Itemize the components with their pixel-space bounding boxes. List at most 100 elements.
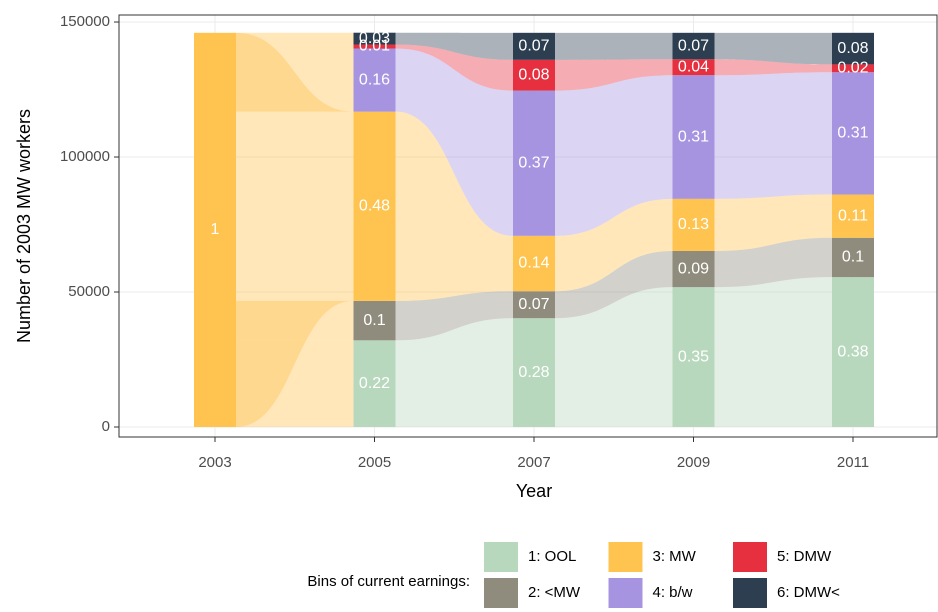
value-label: 0.22 (359, 375, 390, 392)
flow (555, 59, 673, 91)
legend-label: 3: MW (653, 548, 697, 565)
legend-swatch (608, 578, 643, 608)
flow (236, 300, 354, 341)
bar-segment (672, 198, 715, 251)
value-label: 0.13 (678, 216, 709, 233)
y-axis-title: Number of 2003 MW workers (14, 109, 34, 343)
bar-segment (513, 90, 555, 236)
value-label: 0.14 (518, 255, 549, 272)
bar-segment (672, 75, 715, 199)
x-tick-label: 2005 (358, 454, 391, 471)
value-label: 0.03 (359, 30, 390, 47)
flow (395, 111, 513, 301)
flow (555, 32, 673, 60)
value-label: 0.48 (359, 198, 390, 215)
bar-segment (832, 237, 874, 278)
value-label: 0.09 (678, 260, 709, 277)
x-axis-title: Year (516, 481, 552, 501)
x-tick-label: 2009 (677, 454, 710, 471)
y-tick-label: 150000 (60, 13, 110, 30)
legend-label: 5: DMW (777, 548, 832, 565)
bar-segment (672, 287, 715, 428)
y-tick-label: 0 (102, 418, 110, 435)
value-label: 0.38 (837, 343, 868, 360)
bar-segment (513, 59, 555, 91)
y-tick-label: 100000 (60, 148, 110, 165)
flow (714, 32, 832, 65)
bar-segment (353, 44, 396, 49)
frame-layer: 0 50000 100000 150000 2003 2005 2007 2009 2011 (60, 13, 938, 471)
flow (714, 72, 832, 199)
flow (714, 59, 832, 76)
bar-segment (832, 32, 874, 65)
flow (555, 250, 673, 319)
value-label: 0.08 (837, 40, 868, 57)
value-label: 0.01 (359, 38, 390, 55)
bar-segment (513, 32, 555, 60)
legend-swatch (608, 542, 643, 572)
flow (714, 194, 832, 251)
legend-label: 4: b/w (653, 584, 693, 601)
bar-segment (832, 277, 874, 428)
flow (236, 340, 354, 428)
flow (555, 198, 673, 292)
value-label: 0.31 (837, 125, 868, 142)
x-tick-label: 2007 (517, 454, 550, 471)
x-tick-label: 2003 (198, 454, 231, 471)
value-label: 0.07 (678, 37, 709, 54)
bar-segment (353, 32, 396, 45)
flow (555, 287, 673, 428)
bar-segment (832, 72, 874, 195)
value-label: 0.04 (678, 58, 709, 75)
bar-segment (672, 250, 715, 288)
value-label: 0.07 (518, 296, 549, 313)
legend-swatch (733, 542, 767, 572)
value-label: 0.07 (518, 38, 549, 55)
flow (395, 48, 513, 236)
legend-swatch (733, 578, 767, 608)
bar-segment (513, 318, 555, 428)
flow (395, 291, 513, 341)
panel-border (118, 14, 938, 438)
value-label: 0.35 (678, 348, 709, 365)
flow (236, 32, 354, 45)
bar-segment (832, 194, 874, 238)
bar-segment (353, 48, 396, 112)
value-label: 0.1 (842, 249, 864, 266)
value-label: 0.37 (518, 154, 549, 171)
value-label: 0.16 (359, 71, 390, 88)
bar-segment (672, 32, 715, 60)
labels-layer: 0.220.280.35 0.380.10.070.090.110.480.140… (211, 30, 869, 392)
bar-segment (194, 32, 236, 428)
bars-layer (194, 32, 874, 428)
value-label: 0.02 (837, 60, 868, 77)
bar-segment (353, 300, 396, 341)
legend-label: 6: DMW< (777, 584, 840, 601)
flow (395, 44, 513, 91)
flow (714, 237, 832, 288)
value-label: 0.11 (838, 207, 868, 224)
bar-segment (672, 59, 715, 76)
y-tick-label: 50000 (68, 283, 110, 300)
legend-swatch (484, 578, 518, 608)
value-label: 0.31 (678, 128, 709, 145)
value-label: 0.28 (518, 364, 549, 381)
bar-segment (353, 340, 396, 428)
value-label: 1 (211, 221, 220, 238)
bar-segment (513, 291, 555, 319)
legend-label: 2: <MW (528, 584, 581, 601)
flow (236, 32, 354, 428)
bar-segment (353, 111, 396, 301)
legend-swatch (484, 542, 518, 572)
flow (555, 75, 673, 236)
flow (236, 44, 354, 49)
value-label: 0.08 (518, 66, 549, 83)
legend-label: 1: OOL (528, 548, 576, 565)
flows-layer (236, 32, 832, 428)
flow (395, 32, 513, 60)
value-label: 0.1 (363, 312, 385, 329)
bar-segment (513, 235, 555, 292)
legend-title: Bins of current earnings: (307, 573, 470, 590)
flow (714, 277, 832, 428)
